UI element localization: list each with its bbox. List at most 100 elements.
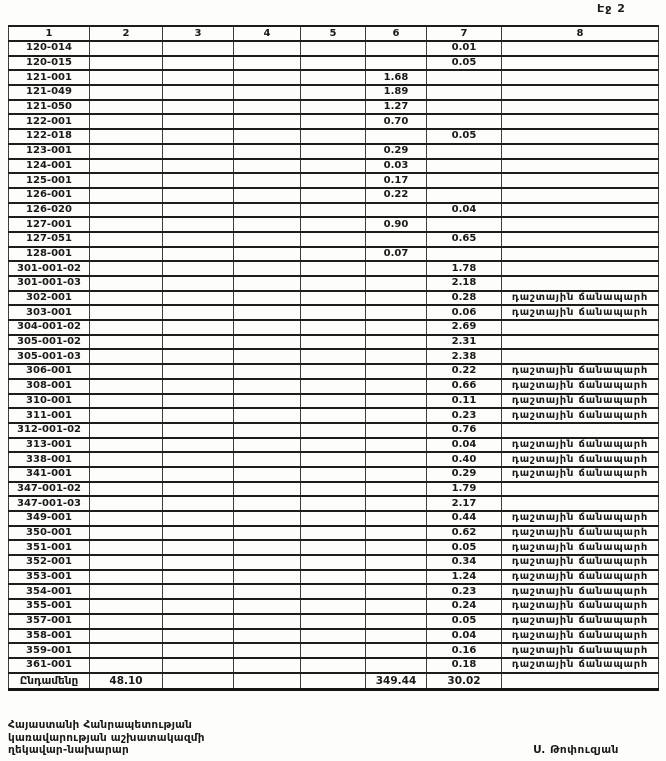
col4-cell (233, 436, 301, 454)
table-row: 354-001 0.23 դաշտային ճանապարհչն (8, 583, 659, 601)
col5-cell (300, 333, 366, 351)
note-text: դաշտային ճանապարհ (511, 644, 649, 656)
table-row: 306-001 0.22 դաշտային ճանապարհչն (8, 363, 659, 380)
col7-value-cell: 0.44 (426, 510, 502, 527)
row-code-cell: 301-001-02 (8, 260, 90, 277)
col3-cell (162, 319, 234, 336)
note-cell: դաշտային ճանապարհչն (501, 392, 659, 410)
row-code-cell: 347-001-03 (8, 495, 90, 512)
col4-cell (233, 451, 301, 468)
col5-cell (300, 275, 366, 292)
row-code-cell: 351-001 (8, 539, 90, 557)
note-cell (501, 40, 659, 57)
col4-cell (233, 54, 301, 72)
note-cell: դաշտային ճանապարհչն (501, 363, 659, 380)
col5-cell (300, 54, 366, 72)
col3-cell (162, 201, 234, 219)
col7-value-cell (426, 245, 502, 263)
col7-value-cell (426, 157, 502, 175)
col6-value-cell (365, 495, 427, 512)
col4-cell (233, 539, 301, 557)
col3-cell (162, 407, 234, 424)
col6-value-cell (365, 230, 427, 248)
col5-cell (300, 510, 366, 527)
col6-value-cell (365, 510, 427, 527)
note-text: դաշտային ճանապարհ (511, 306, 649, 318)
col5-cell (300, 260, 366, 277)
col4-cell (233, 84, 301, 101)
col7-value-cell: 2.17 (426, 495, 502, 512)
col3-cell (162, 377, 234, 395)
col2-cell (89, 510, 163, 527)
col2-cell (89, 98, 163, 116)
col2-cell (89, 128, 163, 145)
col3-cell (162, 348, 234, 366)
col7-value-cell: 0.05 (426, 539, 502, 557)
note-cell (501, 84, 659, 101)
col5-cell (300, 201, 366, 219)
col4-cell (233, 598, 301, 615)
table-row: 357-001 0.05 դաշտային ճանապարհչն (8, 612, 659, 630)
col2-cell (89, 539, 163, 557)
table-row: 302-001 0.28 դաշտային ճանապարհչն (8, 289, 659, 307)
row-code-cell: 361-001 (8, 656, 90, 674)
note-cell (501, 201, 659, 219)
col3-cell (162, 98, 234, 116)
row-code-cell: 311-001 (8, 407, 90, 424)
col6-value-cell (365, 539, 427, 557)
col2-cell (89, 186, 163, 204)
col5-cell (300, 583, 366, 601)
note-text: դաշտային ճանապարհ (511, 629, 649, 641)
col5-cell (300, 598, 366, 615)
col2-cell (89, 216, 163, 233)
col5-cell (300, 186, 366, 204)
note-cell: դաշտային ճանապարհչն (501, 539, 659, 557)
col3-cell (162, 627, 234, 645)
col7-value-cell: 1.79 (426, 480, 502, 498)
col5-cell (300, 495, 366, 512)
col4-cell (233, 671, 301, 691)
note-cell (501, 245, 659, 263)
row-code-cell: 347-001-02 (8, 480, 90, 498)
table-row: 301-001-03 2.18 (8, 275, 659, 292)
col4-cell (233, 465, 301, 483)
col7-value-cell: 0.22 (426, 363, 502, 380)
row-code-cell: 359-001 (8, 642, 90, 659)
column-header-2: 2 (89, 25, 163, 42)
col2-cell (89, 348, 163, 366)
table-row: 338-001 0.40 դաշտային ճանապարհչն (8, 451, 659, 468)
col2-cell (89, 436, 163, 454)
col7-value-cell: 0.66 (426, 377, 502, 395)
col7-value-cell: 0.28 (426, 289, 502, 307)
note-cell (501, 128, 659, 145)
table-row: 128-001 0.07 (8, 245, 659, 263)
col6-value-cell: 0.90 (365, 216, 427, 233)
col6-value-cell (365, 128, 427, 145)
page-number-label: Էջ 2 (597, 2, 626, 15)
col3-cell (162, 480, 234, 498)
col6-value-cell: 0.03 (365, 157, 427, 175)
note-text: դաշտային ճանապարհ (511, 365, 649, 377)
col3-cell (162, 142, 234, 160)
note-cell (501, 319, 659, 336)
row-code-cell: 349-001 (8, 510, 90, 527)
note-cell (501, 98, 659, 116)
col6-value-cell (365, 363, 427, 380)
col7-value-cell: 0.01 (426, 40, 502, 57)
col3-cell (162, 113, 234, 131)
table-row: 341-001 0.29 դաշտային ճանապարհչն (8, 465, 659, 483)
column-header-5: 5 (300, 25, 366, 42)
note-cell: դաշտային ճանապարհչն (501, 451, 659, 468)
table-header: 1 2 3 4 5 6 7 8 (8, 25, 659, 42)
col3-cell (162, 495, 234, 512)
col6-value-cell (365, 656, 427, 674)
row-code-cell: 302-001 (8, 289, 90, 307)
col6-value-cell (365, 377, 427, 395)
col5-cell (300, 451, 366, 468)
note-cell (501, 275, 659, 292)
note-cell (501, 216, 659, 233)
row-code-cell: 305-001-03 (8, 348, 90, 366)
col5-cell (300, 554, 366, 571)
col6-value-cell (365, 392, 427, 410)
